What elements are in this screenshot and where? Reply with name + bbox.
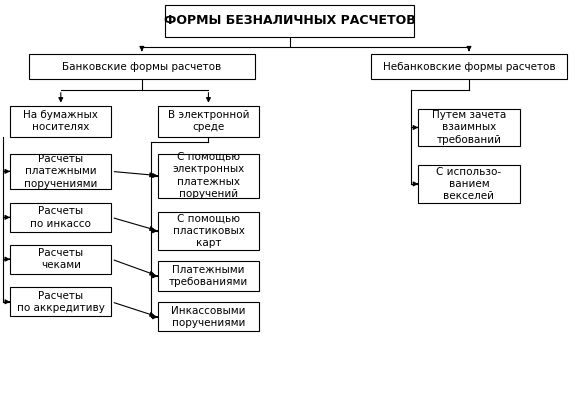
Text: С помощью
электронных
платежных
поручений: С помощью электронных платежных поручени… bbox=[173, 152, 244, 199]
FancyBboxPatch shape bbox=[10, 106, 111, 137]
Text: С помощью
пластиковых
карт: С помощью пластиковых карт bbox=[173, 213, 244, 248]
Text: Расчеты
по аккредитиву: Расчеты по аккредитиву bbox=[17, 291, 105, 313]
Text: На бумажных
носителях: На бумажных носителях bbox=[23, 110, 98, 133]
Text: Банковские формы расчетов: Банковские формы расчетов bbox=[62, 62, 222, 72]
FancyBboxPatch shape bbox=[10, 287, 111, 316]
FancyBboxPatch shape bbox=[371, 54, 567, 79]
Text: Расчеты
платежными
поручениями: Расчеты платежными поручениями bbox=[24, 154, 97, 189]
Text: Инкассовыми
поручениями: Инкассовыми поручениями bbox=[171, 306, 245, 328]
Text: В электронной
среде: В электронной среде bbox=[168, 110, 249, 133]
FancyBboxPatch shape bbox=[10, 154, 111, 189]
FancyBboxPatch shape bbox=[165, 5, 414, 37]
Text: ФОРМЫ БЕЗНАЛИЧНЫХ РАСЧЕТОВ: ФОРМЫ БЕЗНАЛИЧНЫХ РАСЧЕТОВ bbox=[164, 14, 415, 28]
FancyBboxPatch shape bbox=[10, 245, 111, 274]
Text: С использо-
ванием
векселей: С использо- ванием векселей bbox=[437, 166, 501, 201]
FancyBboxPatch shape bbox=[157, 261, 259, 291]
FancyBboxPatch shape bbox=[157, 106, 259, 137]
Text: Небанковские формы расчетов: Небанковские формы расчетов bbox=[383, 62, 555, 72]
Text: Расчеты
чеками: Расчеты чеками bbox=[38, 248, 83, 270]
Text: Путем зачета
взаимных
требований: Путем зачета взаимных требований bbox=[432, 110, 506, 145]
FancyBboxPatch shape bbox=[29, 54, 255, 79]
Text: Расчеты
по инкассо: Расчеты по инкассо bbox=[30, 206, 91, 229]
Text: Платежными
требованиями: Платежными требованиями bbox=[169, 265, 248, 287]
FancyBboxPatch shape bbox=[10, 203, 111, 232]
FancyBboxPatch shape bbox=[418, 165, 520, 203]
FancyBboxPatch shape bbox=[157, 212, 259, 250]
FancyBboxPatch shape bbox=[157, 302, 259, 331]
FancyBboxPatch shape bbox=[418, 109, 520, 146]
FancyBboxPatch shape bbox=[157, 154, 259, 198]
